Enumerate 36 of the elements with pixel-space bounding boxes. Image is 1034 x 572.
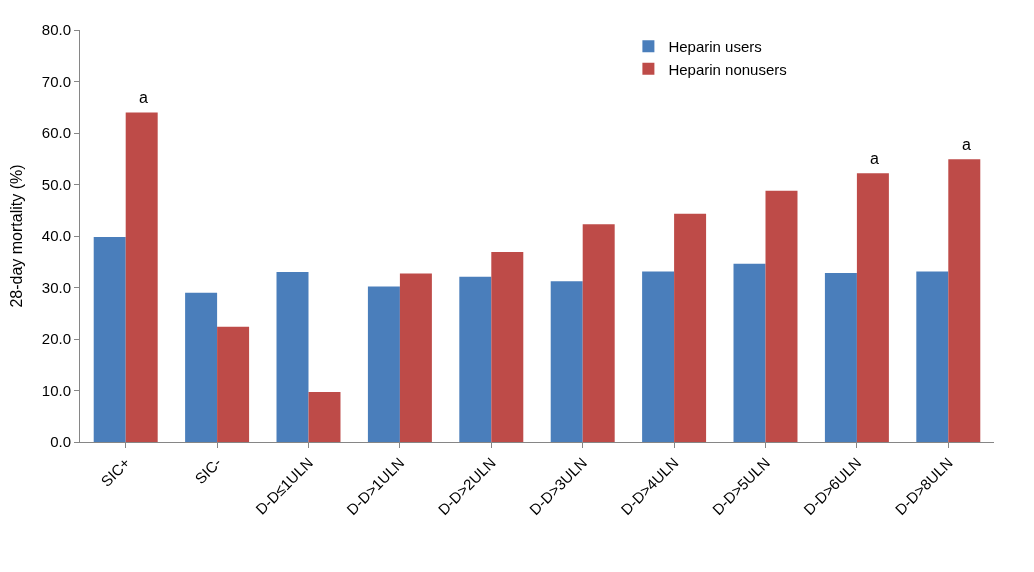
y-tick-label: 80.0 xyxy=(41,21,71,39)
bar xyxy=(217,326,250,442)
bar xyxy=(824,273,857,442)
y-tick-label: 30.0 xyxy=(41,278,71,296)
bar xyxy=(733,263,766,442)
bar xyxy=(765,190,798,442)
bar xyxy=(308,392,341,442)
legend-label: Heparin nonusers xyxy=(668,60,787,78)
annotation: a xyxy=(962,136,971,153)
y-tick-label: 60.0 xyxy=(41,124,71,142)
annotation: a xyxy=(139,89,148,106)
bar xyxy=(948,159,981,442)
y-tick-label: 70.0 xyxy=(41,72,71,90)
y-tick-label: 0.0 xyxy=(50,433,71,451)
bar xyxy=(93,237,126,442)
y-tick-label: 40.0 xyxy=(41,227,71,245)
y-tick-label: 10.0 xyxy=(41,381,71,399)
bar xyxy=(582,224,615,442)
bar xyxy=(399,273,432,442)
bar xyxy=(916,271,949,442)
x-tick-label: SIC- xyxy=(191,453,225,488)
bar xyxy=(856,173,889,442)
bar xyxy=(491,251,524,442)
bar xyxy=(125,112,158,442)
bar xyxy=(459,276,492,442)
annotation: a xyxy=(870,150,879,167)
bar xyxy=(642,271,675,442)
bar xyxy=(674,213,707,442)
bar xyxy=(367,286,400,442)
bar xyxy=(550,281,583,442)
legend-label: Heparin users xyxy=(668,38,762,56)
y-axis-title: 28-day mortality (%) xyxy=(7,164,25,308)
bar xyxy=(185,292,218,442)
y-tick-label: 20.0 xyxy=(41,330,71,348)
y-tick-label: 50.0 xyxy=(41,175,71,193)
bar xyxy=(276,272,309,442)
